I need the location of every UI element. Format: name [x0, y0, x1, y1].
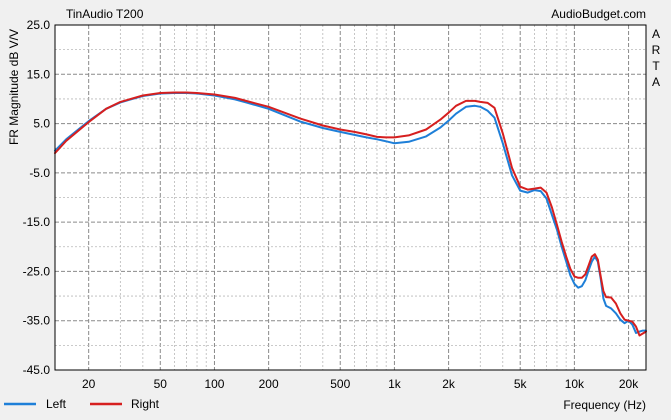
y-tick-label: 5.0 [33, 117, 50, 131]
y-tick-label: 25.0 [27, 18, 51, 32]
legend: Left Right [4, 397, 160, 411]
legend-label-left: Left [46, 397, 67, 411]
x-tick-label: 20 [82, 377, 96, 391]
series-layer [54, 91, 647, 337]
y-tick-label: -15.0 [23, 215, 51, 229]
x-tick-label: 20k [619, 377, 639, 391]
y-axis-label: FR Magnitude dB V/V [7, 29, 21, 145]
y-tick-label: -35.0 [23, 314, 51, 328]
legend-label-right: Right [131, 397, 160, 411]
x-tick-label: 5k [514, 377, 528, 391]
grid-lines [55, 25, 646, 370]
y-tick-label: -45.0 [23, 363, 51, 377]
x-tick-label: 1k [388, 377, 402, 391]
y-tick-label: 15.0 [27, 67, 51, 81]
x-tick-label: 200 [259, 377, 279, 391]
x-tick-label: 10k [565, 377, 585, 391]
plot-frame [54, 24, 647, 371]
x-tick-label: 2k [442, 377, 456, 391]
x-tick-label: 50 [154, 377, 168, 391]
x-axis-label: Frequency (Hz) [563, 398, 646, 412]
x-tick-label: 500 [330, 377, 350, 391]
y-tick-label: -5.0 [29, 166, 50, 180]
series-line-right [54, 91, 647, 337]
tick-labels: 20 50 100 200 500 1k 2k 5k 10k 20k 25.0 15.0 5.0 -5.0… [23, 18, 640, 391]
series-line-left [54, 92, 647, 334]
chart-title: TinAudio T200 [66, 7, 144, 21]
y-tick-label: -25.0 [23, 264, 51, 278]
x-tick-label: 100 [204, 377, 224, 391]
source-label: AudioBudget.com [551, 7, 646, 21]
